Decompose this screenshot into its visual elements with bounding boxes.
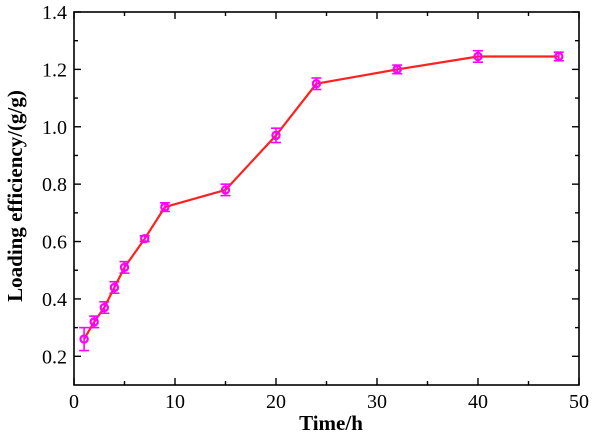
data-point — [220, 185, 231, 195]
data-point — [473, 51, 483, 62]
x-tick-label: 30 — [367, 391, 387, 413]
series-layer — [83, 55, 559, 340]
x-tick-label: 40 — [468, 391, 488, 413]
plot-border — [73, 11, 580, 386]
data-point — [271, 130, 281, 141]
y-axis-ticks: 0.2 0.4 0.6 0.8 1.0 1.2 1.4 — [42, 2, 579, 368]
x-tick-label: 50 — [569, 391, 589, 413]
x-tick-label: 20 — [266, 391, 286, 413]
y-tick-label: 1.4 — [42, 2, 67, 24]
data-points — [79, 51, 564, 344]
error-bar — [79, 326, 90, 352]
data-point — [89, 317, 99, 327]
data-point — [99, 302, 110, 313]
y-tick-label: 1.2 — [42, 59, 67, 81]
y-tick-label: 0.8 — [42, 174, 67, 196]
error-bar — [271, 127, 281, 144]
x-axis-title: Time/h — [299, 411, 363, 435]
data-point — [79, 334, 89, 344]
x-tick-label: 10 — [165, 391, 185, 413]
data-point — [139, 233, 150, 244]
y-tick-label: 0.6 — [42, 232, 67, 254]
y-tick-label: 0.2 — [42, 346, 67, 368]
y-tick-label: 1.0 — [42, 117, 67, 139]
error-bars — [79, 49, 564, 352]
data-point — [554, 51, 564, 62]
x-tick-label: 0 — [69, 391, 79, 413]
x-axis-ticks: 0 10 20 30 40 50 — [69, 12, 589, 413]
data-point — [119, 262, 130, 273]
data-point — [109, 282, 120, 293]
y-axis-title: Loading efficiency/(g/g) — [3, 90, 27, 302]
data-point — [311, 79, 322, 89]
plot-frame — [73, 11, 580, 386]
data-point — [392, 64, 402, 75]
y-tick-label: 0.4 — [42, 289, 67, 311]
data-point — [160, 202, 170, 212]
series-line — [83, 55, 559, 340]
